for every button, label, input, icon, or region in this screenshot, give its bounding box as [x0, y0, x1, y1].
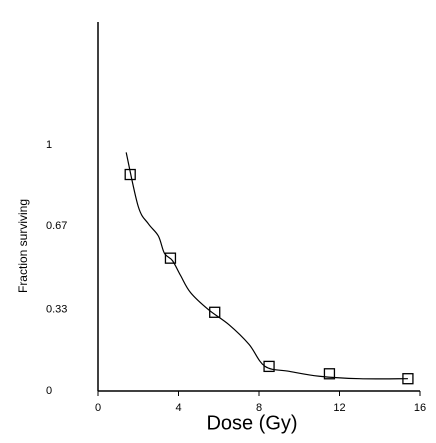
data-point: [209, 306, 221, 318]
x-tick-label: 16: [414, 402, 426, 414]
x-tick-label: 12: [333, 402, 345, 414]
x-tick-label: 8: [256, 402, 262, 414]
y-tick-label: 1: [46, 139, 52, 151]
y-tick-label: 0: [46, 385, 52, 397]
x-tick-label: 4: [175, 402, 181, 414]
y-tick-label: 0.33: [46, 304, 67, 316]
y-tick-label: 0.67: [46, 220, 67, 232]
y-axis-label: Fraction surviving: [16, 199, 30, 293]
x-tick-label: 0: [95, 402, 101, 414]
fit-curve: [125, 152, 408, 380]
data-point: [323, 368, 336, 380]
x-axis-label: Dose (Gy): [206, 412, 297, 434]
